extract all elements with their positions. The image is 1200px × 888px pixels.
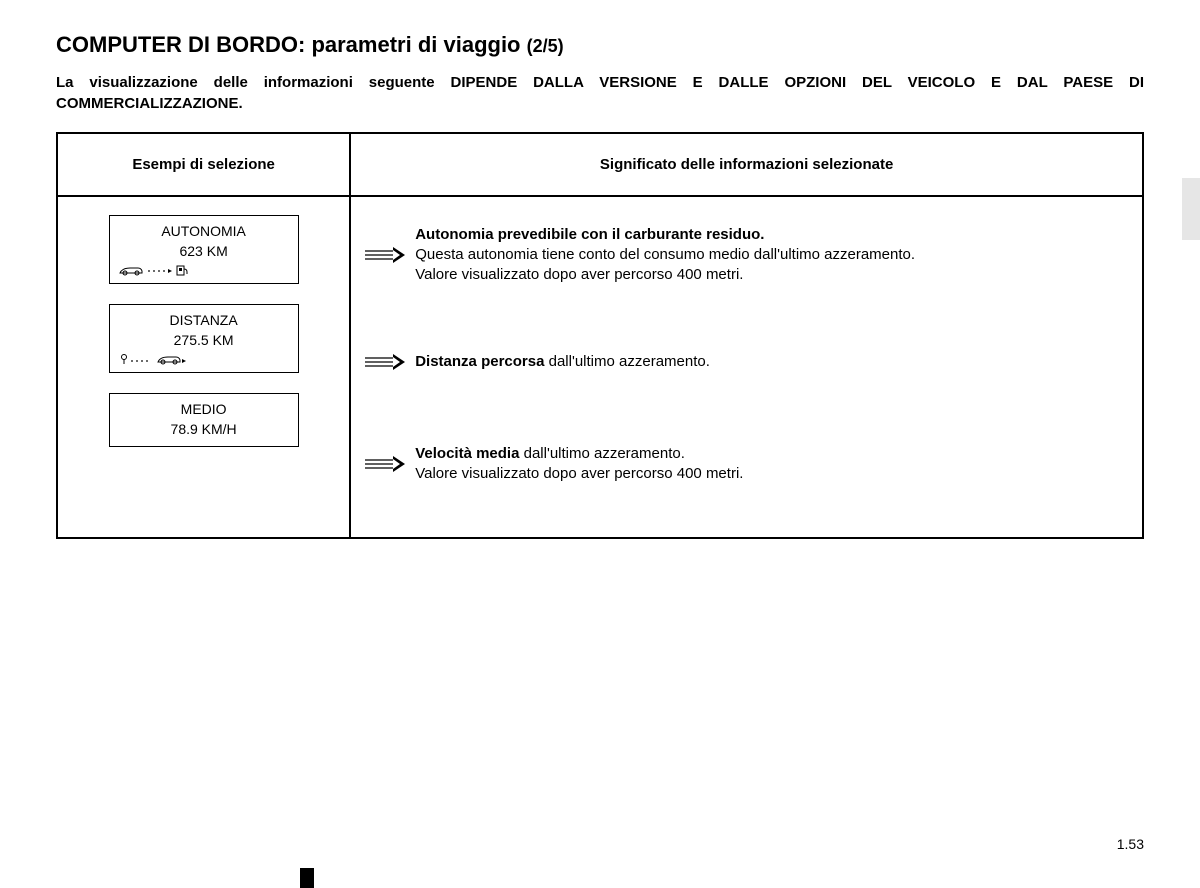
page-number: 1.53 bbox=[1117, 836, 1144, 852]
meaning-text: Velocità media dall'ultimo azzeramento.V… bbox=[415, 444, 1128, 485]
title-main: COMPUTER DI BORDO: parametri di viaggio bbox=[56, 32, 521, 57]
manual-page: COMPUTER DI BORDO: parametri di viaggio … bbox=[0, 0, 1200, 539]
page-title: COMPUTER DI BORDO: parametri di viaggio … bbox=[56, 32, 1144, 58]
pin-to-car-icon bbox=[114, 352, 294, 366]
car-to-pump-icon bbox=[114, 263, 294, 277]
bottom-tab-marker bbox=[300, 868, 314, 888]
parameters-table: Esempi di selezione Significato delle in… bbox=[56, 132, 1144, 539]
selection-value: 623 KM bbox=[114, 242, 294, 262]
meaning-rest-0: Questa autonomia tiene conto del consumo… bbox=[415, 246, 915, 283]
selection-label: DISTANZA bbox=[114, 311, 294, 331]
arrow-icon bbox=[355, 352, 415, 372]
header-selection-examples: Esempi di selezione bbox=[57, 133, 350, 196]
side-tab-marker bbox=[1182, 178, 1200, 240]
arrow-icon bbox=[355, 245, 415, 265]
selection-box-autonomia: AUTONOMIA 623 KM bbox=[109, 215, 299, 284]
selection-box-distanza: DISTANZA 275.5 KM bbox=[109, 304, 299, 373]
meaning-text: Distanza percorsa dall'ultimo azzerament… bbox=[415, 352, 1128, 372]
title-page-indicator: (2/5) bbox=[527, 36, 564, 56]
meaning-row: Velocità media dall'ultimo azzeramento.V… bbox=[355, 429, 1128, 499]
selection-box-medio: MEDIO 78.9 KM/H bbox=[109, 393, 299, 446]
meaning-cell: Autonomia prevedibile con il carburante … bbox=[350, 196, 1143, 538]
selection-value: 275.5 KM bbox=[114, 331, 294, 351]
header-meaning: Significato delle informazioni seleziona… bbox=[350, 133, 1143, 196]
arrow-icon bbox=[355, 454, 415, 474]
selection-label: AUTONOMIA bbox=[114, 222, 294, 242]
meaning-row: Distanza percorsa dall'ultimo azzerament… bbox=[355, 323, 1128, 401]
meaning-row: Autonomia prevedibile con il carburante … bbox=[355, 215, 1128, 295]
selection-examples-cell: AUTONOMIA 623 KM bbox=[57, 196, 350, 538]
selection-value: 78.9 KM/H bbox=[114, 420, 294, 440]
page-subtitle: La visualizzazione delle informazioni se… bbox=[56, 72, 1144, 114]
selection-label: MEDIO bbox=[114, 400, 294, 420]
meaning-text: Autonomia prevedibile con il carburante … bbox=[415, 225, 1128, 286]
